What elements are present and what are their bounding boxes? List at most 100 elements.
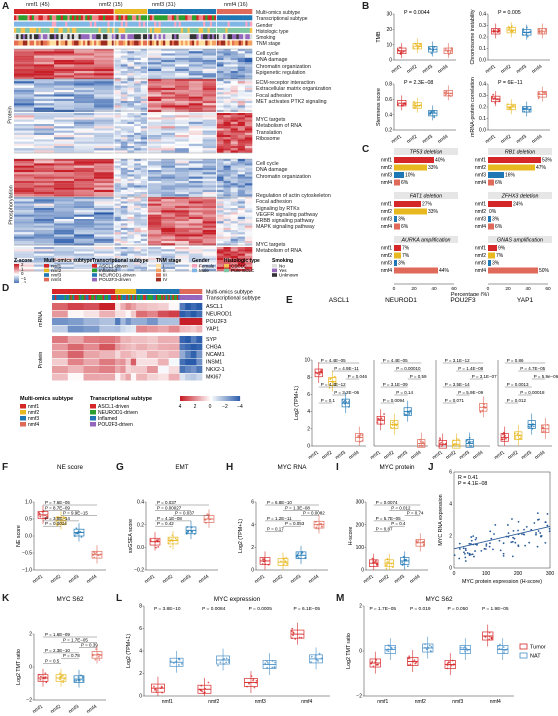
heat-cell [237, 230, 246, 233]
track-cell [67, 27, 70, 33]
heat-cell [140, 230, 148, 233]
scatter-point [512, 530, 515, 532]
track-cell-multi [187, 9, 191, 14]
p-value: P = 1.3E−08 [285, 505, 310, 510]
heat-cell [223, 253, 231, 256]
data-point [341, 402, 344, 404]
track-cell [225, 27, 228, 33]
heat-cell [120, 161, 128, 164]
heat-cell [14, 159, 35, 162]
heat-cell [114, 255, 122, 259]
section-protein: Protein [7, 106, 14, 124]
track-cell [29, 40, 33, 46]
data-point [446, 50, 449, 53]
heat-cell [14, 236, 35, 239]
heat-cell [237, 96, 246, 99]
track-cell [122, 34, 126, 40]
heat-cell [134, 130, 142, 133]
track-cell [112, 295, 114, 300]
heat-cell [223, 201, 231, 204]
heat-cell [94, 75, 115, 78]
bar-label: 7% [496, 253, 504, 259]
heat-cell [54, 119, 75, 122]
heat-cell [136, 310, 148, 318]
heat-cell [127, 172, 135, 175]
x-tick-label: nmf3 [255, 699, 266, 705]
heat-cell [216, 150, 224, 153]
track-cell [107, 34, 110, 40]
track-cell [134, 15, 137, 21]
data-point [79, 531, 82, 533]
data-point [414, 105, 417, 108]
track-cell [169, 21, 173, 27]
track-cell-multi [176, 9, 179, 14]
heat-cell [223, 262, 231, 265]
track-cell [158, 27, 162, 33]
heat-cell [114, 260, 122, 263]
heat-cell [216, 49, 224, 52]
heat-cell [54, 172, 75, 175]
data-point [348, 405, 350, 408]
scale-swatch [222, 396, 224, 401]
track-cell [49, 15, 53, 21]
track-cell [231, 15, 235, 21]
track-cell [94, 27, 97, 33]
heat-cell [14, 71, 35, 74]
legend-swatch [92, 273, 97, 277]
heat-cell [237, 141, 246, 144]
term-block: MYC targets Metabolism of RNA [256, 242, 302, 255]
heat-cell [52, 343, 69, 351]
panel-label-k: K [2, 593, 10, 604]
data-point [261, 563, 264, 565]
track-cell-multi [189, 9, 193, 14]
heat-cell [244, 253, 253, 256]
heat-cell [127, 103, 135, 106]
heat-cell [140, 264, 148, 267]
heat-cell [74, 121, 95, 125]
track-cell [178, 27, 182, 33]
legend-swatch [192, 264, 197, 268]
legend-label: Female [199, 263, 215, 268]
heat-cell [134, 227, 142, 231]
heat-cell [244, 181, 253, 184]
heat-cell [120, 62, 128, 65]
group-label-nmf4: nmf4 (16) [224, 2, 248, 8]
panel-label-e: E [286, 295, 293, 306]
data-point [44, 672, 47, 675]
data-point [401, 561, 404, 564]
heat-cell [147, 243, 162, 246]
track-cell [120, 15, 124, 21]
bar [394, 201, 421, 207]
track-cell [220, 34, 224, 40]
scale-swatch [220, 396, 223, 401]
heat-cell [185, 366, 192, 373]
heat-cell [202, 71, 217, 74]
heat-cell [127, 185, 135, 188]
heat-cell [188, 183, 203, 186]
track-cell-multi [194, 9, 197, 14]
heat-cell [127, 262, 135, 265]
data-point [40, 675, 42, 678]
data-point [507, 106, 510, 109]
heat-cell [74, 139, 95, 142]
heat-cell [216, 260, 224, 263]
track-cell [98, 40, 102, 46]
heat-cell [179, 336, 186, 343]
heat-cell [175, 98, 190, 102]
legend-swatch [224, 264, 229, 268]
heat-cell [188, 66, 203, 69]
legend-swatch [272, 264, 277, 268]
chart-title: MYC protein [380, 464, 415, 471]
data-point [193, 533, 196, 535]
track-cell [38, 21, 41, 27]
data-point [430, 52, 433, 55]
heat-cell [188, 128, 203, 131]
y-tick-label: 0.4 [479, 82, 486, 88]
heat-cell [161, 262, 176, 265]
heat-cell [140, 203, 148, 206]
heat-cell [114, 96, 122, 99]
heat-cell [94, 210, 115, 213]
heat-cell [175, 94, 190, 97]
data-point [175, 660, 178, 663]
scale-swatch [189, 396, 191, 401]
